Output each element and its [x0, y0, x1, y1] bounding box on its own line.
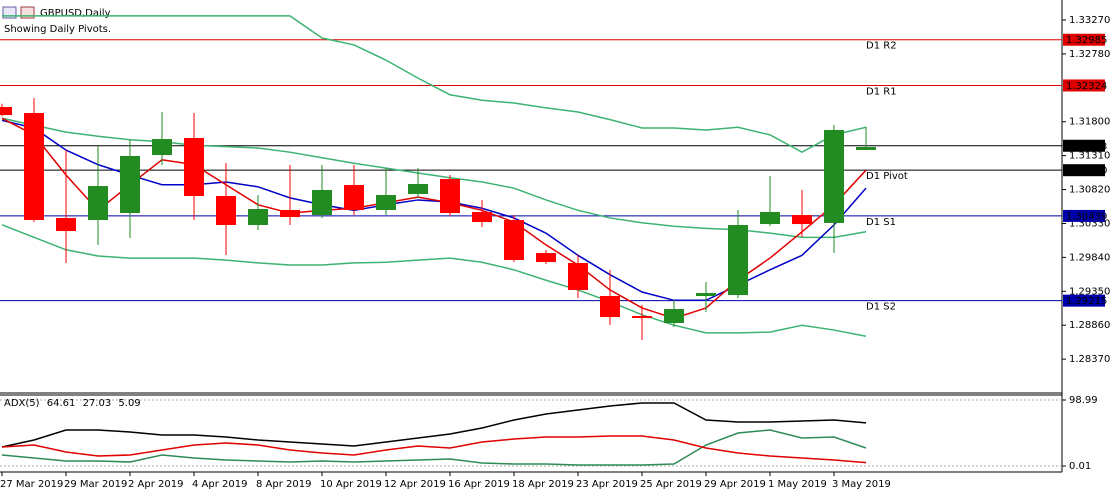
- candle-body: [824, 129, 844, 223]
- y-tick-label: 1.30820: [1069, 185, 1110, 196]
- indicator-line: [1, 402, 867, 448]
- candle-body: [56, 218, 76, 232]
- candle-body: [280, 209, 300, 218]
- x-tick-label: 8 Apr 2019: [256, 479, 311, 490]
- indicator-line: [1, 435, 867, 464]
- y-tick-label: 1.30330: [1069, 218, 1110, 229]
- icon-part: [20, 6, 35, 19]
- price-box-label: 1.30439: [1066, 211, 1107, 222]
- indicator-line: [1, 119, 867, 302]
- candle-body: [312, 189, 332, 216]
- price-box: [1063, 79, 1105, 92]
- candle-body: [792, 215, 812, 225]
- candle-body: [152, 139, 172, 156]
- x-tick-label: 23 Apr 2019: [576, 479, 638, 490]
- indicator-legend: ADX(5) 64.61 27.03 5.09: [4, 398, 141, 409]
- y-tick-label: 0.01: [1069, 461, 1091, 472]
- candle-body: [408, 184, 428, 194]
- indicator-line: [1, 117, 867, 320]
- candle-body: [600, 296, 620, 318]
- price-box: [1063, 33, 1105, 46]
- candle-body: [216, 196, 236, 225]
- candle-body: [664, 309, 684, 323]
- x-tick-label: 10 Apr 2019: [320, 479, 382, 490]
- chart-title: GBPUSD,Daily: [40, 8, 111, 19]
- x-tick-label: 3 May 2019: [832, 479, 891, 490]
- price-box: [1063, 139, 1105, 152]
- price-box-label: 1.29215: [1066, 296, 1107, 307]
- x-tick-label: 29 Mar 2019: [64, 479, 127, 490]
- candle-body: [632, 316, 652, 319]
- price-box-label: 1.31453: [1066, 141, 1107, 152]
- indicator-line: [1, 117, 867, 239]
- candle-body: [184, 138, 204, 196]
- x-tick-label: 25 Apr 2019: [640, 479, 702, 490]
- x-tick-label: 29 Apr 2019: [704, 479, 766, 490]
- y-tick-label: 1.31800: [1069, 117, 1110, 128]
- indicator-value: 27.03: [83, 398, 112, 409]
- candle-body: [568, 262, 588, 290]
- price-box-label: 1.31100: [1066, 166, 1107, 177]
- x-tick-label: 12 Apr 2019: [384, 479, 446, 490]
- candle-body: [440, 179, 460, 214]
- candle-body: [344, 184, 364, 210]
- indicator-value: 5.09: [118, 398, 140, 409]
- candle-body: [856, 147, 876, 150]
- y-tick-label: 1.28370: [1069, 354, 1110, 365]
- x-tick-label: 27 Mar 2019: [0, 479, 63, 490]
- y-tick-label: 1.29350: [1069, 286, 1110, 297]
- indicator-value: 64.61: [47, 398, 76, 409]
- level-name: D1 S1: [866, 217, 896, 228]
- candle-body: [504, 220, 524, 261]
- candle-body: [248, 209, 268, 225]
- x-tick-label: 2 Apr 2019: [128, 479, 183, 490]
- candle-body: [120, 155, 140, 214]
- price-box: [1063, 209, 1105, 222]
- level-name: D1 R2: [866, 41, 897, 52]
- y-tick-label: 1.33270: [1069, 15, 1110, 26]
- candle-body: [696, 293, 716, 297]
- indicator-line: [1, 429, 867, 466]
- candle-body: [472, 211, 492, 223]
- candle-body: [88, 186, 108, 221]
- x-tick-label: 1 May 2019: [768, 479, 827, 490]
- indicator-line: [1, 224, 867, 338]
- level-name: D1 R1: [866, 86, 897, 97]
- level-name: D1 Pivot: [866, 171, 908, 182]
- candle-body: [536, 253, 556, 263]
- chart-subtitle: Showing Daily Pivots.: [4, 24, 111, 35]
- candle-body: [728, 224, 748, 296]
- price-box: [1063, 294, 1105, 307]
- candle-body: [0, 106, 12, 116]
- x-tick-label: 16 Apr 2019: [448, 479, 510, 490]
- indicator-name: ADX(5): [4, 398, 40, 409]
- candle-body: [24, 113, 44, 221]
- y-tick-label: 98.99: [1069, 395, 1098, 406]
- candle-body: [760, 211, 780, 225]
- price-box-label: 1.32985: [1066, 35, 1107, 46]
- y-tick-label: 1.31310: [1069, 151, 1110, 162]
- symbol-icon: [2, 6, 35, 19]
- y-tick-label: 1.29840: [1069, 252, 1110, 263]
- y-tick-label: 1.32780: [1069, 49, 1110, 60]
- price-box: [1063, 164, 1105, 177]
- icon-part: [2, 6, 17, 19]
- price-box-label: 1.32324: [1066, 81, 1107, 92]
- x-tick-label: 4 Apr 2019: [192, 479, 247, 490]
- indicator-line: [2, 15, 867, 154]
- y-tick-label: 1.28860: [1069, 320, 1110, 331]
- candle-body: [376, 195, 396, 210]
- level-name: D1 S2: [866, 302, 896, 313]
- x-tick-label: 18 Apr 2019: [512, 479, 574, 490]
